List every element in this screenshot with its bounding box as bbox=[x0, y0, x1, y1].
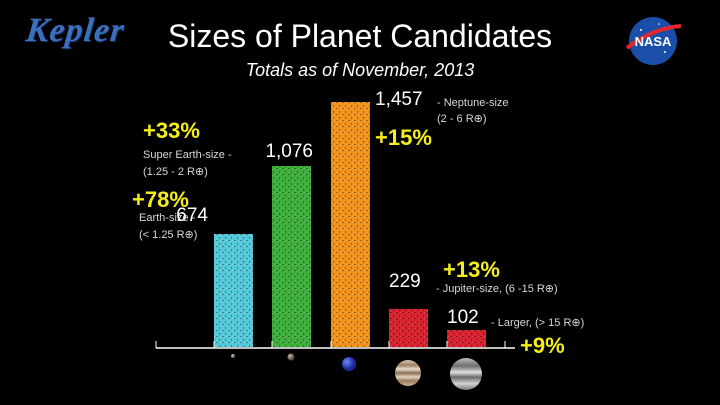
desc-name-3: - Jupiter-size, (6 -15 R⊕) bbox=[436, 283, 558, 295]
large-planet-icon bbox=[450, 358, 482, 390]
bar-texture-2 bbox=[331, 102, 370, 347]
change-label-1: +33% bbox=[143, 118, 200, 143]
nasa-logo-swoosh bbox=[625, 24, 682, 50]
desc-name-0: Earth-size - bbox=[139, 212, 196, 224]
value-label-3: 229 bbox=[389, 271, 421, 292]
desc-range-0: (< 1.25 R⊕) bbox=[139, 229, 198, 241]
bar-texture-0 bbox=[214, 234, 253, 347]
change-label-3: +13% bbox=[443, 257, 500, 282]
desc-name-2: - Neptune-size bbox=[437, 97, 509, 109]
nasa-logo-text: NASA bbox=[635, 34, 672, 49]
desc-name-1: Super Earth-size - bbox=[143, 149, 232, 161]
chart-title: Sizes of Planet Candidates bbox=[167, 18, 553, 54]
earth-planet-icon bbox=[231, 354, 235, 358]
change-label-2: +15% bbox=[375, 125, 432, 150]
desc-range-1: (1.25 - 2 R⊕) bbox=[143, 166, 208, 178]
change-label-4: +9% bbox=[520, 333, 565, 358]
value-label-2: 1,457 bbox=[375, 89, 423, 110]
value-label-1: 1,076 bbox=[265, 141, 313, 162]
value-label-0: 674 bbox=[176, 205, 208, 226]
desc-name-4: - Larger, (> 15 R⊕) bbox=[491, 317, 585, 329]
super-earth-planet-icon bbox=[287, 353, 295, 361]
bar-texture-1 bbox=[272, 166, 311, 347]
neptune-planet-icon bbox=[342, 357, 356, 371]
jupiter-planet-icon bbox=[395, 360, 421, 386]
bar-texture-4 bbox=[447, 330, 486, 347]
change-label-0: +78% bbox=[132, 187, 189, 212]
chart-subtitle: Totals as of November, 2013 bbox=[245, 60, 475, 80]
desc-range-2: (2 - 6 R⊕) bbox=[437, 113, 487, 125]
bar-texture-3 bbox=[389, 309, 428, 347]
value-label-4: 102 bbox=[447, 307, 479, 328]
nasa-logo: NASA bbox=[625, 17, 682, 65]
